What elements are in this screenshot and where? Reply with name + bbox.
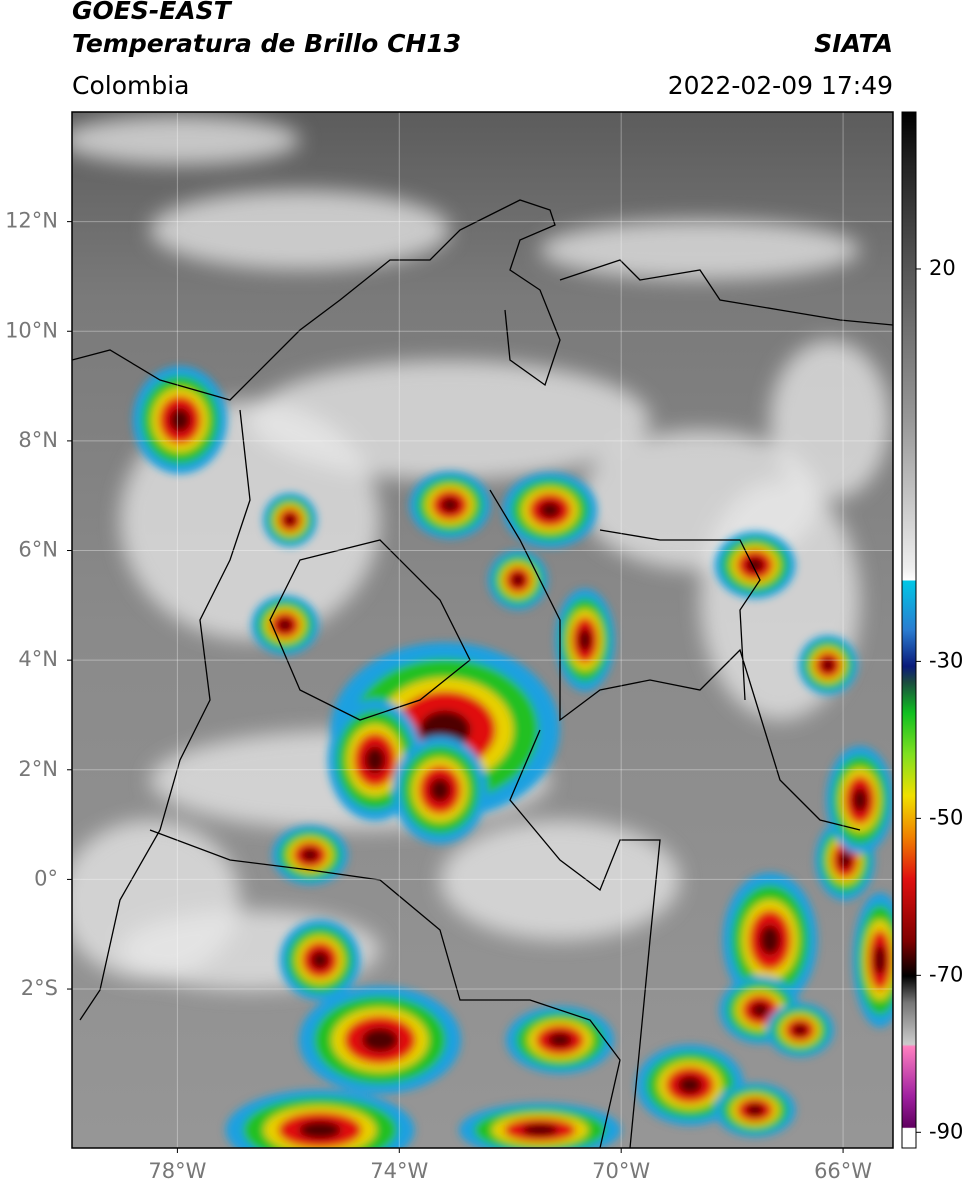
colorbar-tick-label: -90 [929,1119,963,1143]
storm [539,501,561,519]
storm [441,497,459,513]
colorbar-tick-label: -50 [929,805,963,829]
x-tick-label: 78°W [148,1159,206,1183]
borders [72,199,893,1148]
y-tick-label: 6°N [18,538,58,562]
storm [852,788,868,812]
storm [299,1121,341,1139]
colorbar-tick-label: -30 [929,648,963,672]
cloud [150,190,450,270]
storm [522,1124,558,1136]
y-tick-label: 2°S [21,976,58,1000]
y-tick-label: 0° [34,866,58,890]
storm [301,848,319,862]
y-tick-label: 4°N [18,647,58,671]
storm [362,1028,398,1052]
storm [759,925,781,955]
grid [72,112,893,1148]
y-tick-label: 10°N [5,318,58,342]
x-tick-label: 70°W [592,1159,650,1183]
storm [169,408,191,432]
storm [751,1002,769,1018]
cloud [770,340,890,500]
y-tick-label: 2°N [18,757,58,781]
storm [548,1032,572,1048]
x-tick-label: 74°W [370,1159,428,1183]
region: Colombia [72,71,189,100]
storm [821,658,835,672]
satellite-image [72,112,893,1148]
colorbar-tick-label: 20 [929,256,956,280]
storm [578,628,592,652]
map-frame [71,111,894,1149]
storm [874,945,886,975]
storm [364,746,386,774]
cloud [72,115,300,165]
storm [792,1024,808,1036]
colorbar [901,111,917,1149]
y-tick-label: 12°N [5,209,58,233]
cloud [540,220,860,280]
datetime: 2022-02-09 17:49 [668,71,893,100]
storm [838,851,852,869]
subtitle: Temperatura de Brillo CH13 [72,29,461,58]
storm [277,618,293,632]
storm [284,514,296,526]
storm [311,951,329,969]
storm [511,573,525,587]
y-tick-label: 8°N [18,428,58,452]
colorbar-tick-label: -70 [929,962,963,986]
source: SIATA [814,29,893,58]
storm [678,1076,702,1094]
cloud [440,820,680,940]
storm [429,778,451,802]
x-tick-label: 66°W [814,1159,872,1183]
convective-cells [132,366,893,1148]
title: GOES-EAST [72,0,233,25]
storm [746,1104,764,1116]
